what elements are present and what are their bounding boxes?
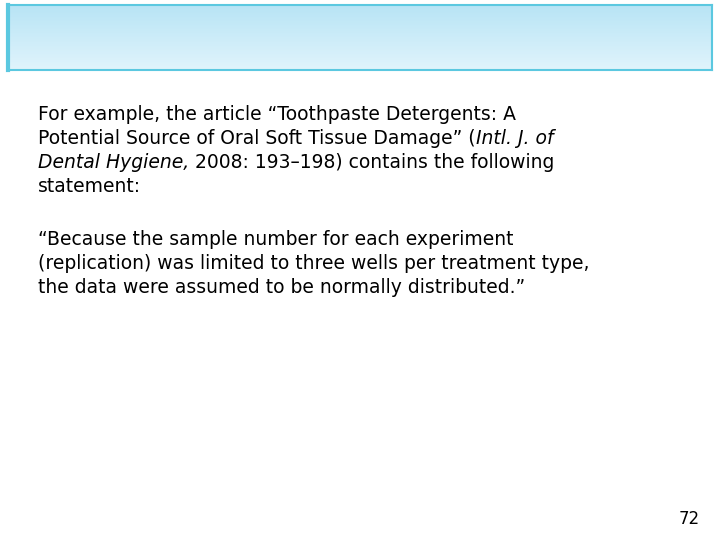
Text: Probability Plots: Probability Plots: [28, 21, 318, 55]
Text: the data were assumed to be normally distributed.”: the data were assumed to be normally dis…: [38, 278, 525, 297]
Text: 2008: 193–198) contains the following: 2008: 193–198) contains the following: [189, 153, 554, 172]
Text: “Because the sample number for each experiment: “Because the sample number for each expe…: [38, 230, 513, 249]
Text: Potential Source of Oral Soft Tissue Damage” (: Potential Source of Oral Soft Tissue Dam…: [38, 129, 476, 148]
Text: Intl. J. of: Intl. J. of: [476, 129, 553, 148]
Text: For example, the article “Toothpaste Detergents: A: For example, the article “Toothpaste Det…: [38, 105, 516, 124]
Text: 72: 72: [679, 510, 700, 528]
Text: statement:: statement:: [38, 177, 141, 196]
Text: Dental Hygiene,: Dental Hygiene,: [38, 153, 189, 172]
Text: (replication) was limited to three wells per treatment type,: (replication) was limited to three wells…: [38, 254, 590, 273]
